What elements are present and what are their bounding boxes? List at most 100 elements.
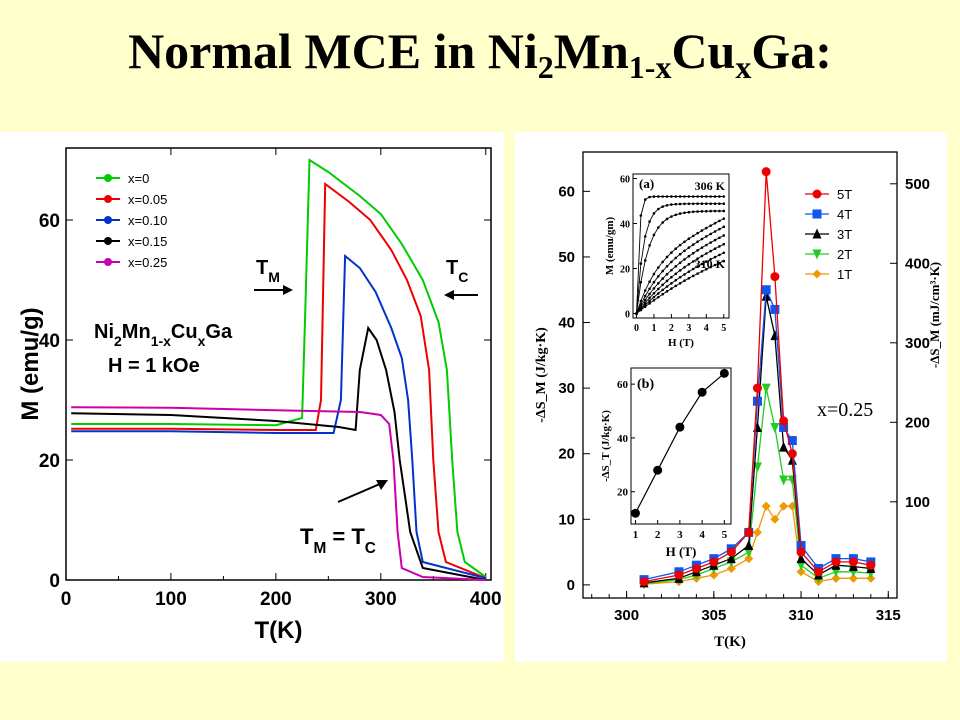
inset-b-y-axis-label: -ΔS_T (J/kg·K) <box>600 410 612 482</box>
inset-a-point <box>691 195 695 198</box>
y-tick-label: 10 <box>558 511 575 528</box>
data-point <box>726 547 736 557</box>
inset-a-point <box>643 298 647 302</box>
inset-a-point <box>705 226 708 230</box>
tc-arrowhead <box>444 290 454 300</box>
data-point <box>761 501 771 511</box>
data-point <box>866 560 876 570</box>
x-tick-label: 305 <box>701 607 726 624</box>
legend-label: 1T <box>837 267 852 282</box>
inset-a-point <box>700 270 704 273</box>
inset-b-panel-label: (b) <box>637 377 654 392</box>
inset-a-point <box>709 224 712 227</box>
text-part: Ga <box>205 321 233 343</box>
text-part: Ni <box>94 321 114 343</box>
inset-a-point <box>709 258 712 261</box>
text-part: M <box>268 269 280 285</box>
inset-a-point <box>722 225 726 229</box>
data-point <box>770 514 780 524</box>
y-axis-label: -ΔS_M (J/kg·K) <box>534 327 549 423</box>
inset-b-x-tick-label: 5 <box>722 529 728 541</box>
data-point <box>761 383 771 394</box>
inset-a-point <box>687 254 691 258</box>
inset-a-point <box>648 296 651 300</box>
inset-a-point <box>648 244 651 247</box>
data-point <box>779 441 789 452</box>
inset-a-point <box>691 267 695 271</box>
data-point <box>831 573 841 583</box>
inset-a-point <box>718 195 721 198</box>
inset-a-point <box>722 202 726 206</box>
inset-a-point <box>670 275 673 279</box>
inset-a-point <box>713 195 717 198</box>
data-point <box>787 449 797 459</box>
inset-a-point <box>718 202 721 206</box>
inset-a-point <box>718 236 721 240</box>
inset-b-x-tick-label: 3 <box>677 529 683 541</box>
series-line <box>71 158 487 578</box>
inset-a-point <box>691 234 695 238</box>
inset-a-point <box>709 265 712 269</box>
inset-a-point <box>700 210 704 213</box>
inset-a-point <box>661 221 664 224</box>
legend-marker <box>104 174 112 182</box>
inset-a-point <box>661 277 664 280</box>
legend-label: 4T <box>837 207 852 222</box>
legend-label: x=0.05 <box>128 192 167 207</box>
inset-a-point <box>691 210 695 214</box>
inset-a-point <box>722 209 726 213</box>
inset-a-point <box>652 291 656 295</box>
inset-a-point <box>674 247 678 250</box>
composition-annotation: x=0.25 <box>817 399 873 421</box>
inset-a-point <box>648 280 651 283</box>
text-part: T <box>446 257 458 279</box>
inset-a-point <box>696 195 699 198</box>
series-line <box>71 253 487 580</box>
inset-a-point <box>713 209 717 213</box>
y-tick-label: 40 <box>558 315 575 332</box>
inset-a-point <box>674 265 678 268</box>
data-point <box>796 547 806 557</box>
inset-a-point <box>687 202 691 206</box>
plot-frame <box>582 151 898 599</box>
legend-marker <box>104 258 112 266</box>
data-point <box>779 416 789 426</box>
inset-a-point <box>687 262 691 266</box>
data-point <box>770 422 780 433</box>
inset-a-point <box>661 283 664 287</box>
inset-a-point <box>674 256 678 260</box>
inset-a-point <box>691 251 695 255</box>
inset-a-point <box>674 272 678 276</box>
inset-a-point <box>661 292 664 296</box>
data-point <box>787 436 797 446</box>
inset-a-point <box>691 260 695 263</box>
y-right-tick-label: 400 <box>905 255 930 272</box>
text-part: Cu <box>171 321 198 343</box>
legend-marker <box>104 216 112 224</box>
inset-a-point <box>635 312 638 315</box>
tmtc-arrowhead <box>376 480 388 490</box>
inset-a-panel-label: (a) <box>639 176 654 191</box>
plot-frame <box>65 147 492 581</box>
inset-a-point <box>722 242 726 246</box>
inset-a-point <box>648 299 651 303</box>
inset-a-point <box>700 262 704 266</box>
inset-a-point <box>696 231 699 235</box>
inset-a-point <box>696 257 699 260</box>
inset-a-point <box>683 279 686 283</box>
inset-a-x-tick-label: 0 <box>634 323 639 334</box>
series-line <box>71 182 487 580</box>
inset-b-point <box>719 368 729 378</box>
inset-a-point <box>709 232 712 236</box>
inset-a-point <box>665 255 669 259</box>
inset-a-point <box>665 203 669 207</box>
inset-a-point <box>683 202 686 206</box>
inset-a-point <box>718 209 721 213</box>
entropy-chart-panel: 300 305 310 315 0 10 20 30 40 50 60 100 200 300 400 500… <box>515 132 947 662</box>
inset-a-x-tick-label: 3 <box>686 323 691 334</box>
inset-a-point <box>643 198 647 201</box>
inset-a-point <box>718 261 721 265</box>
legend-label: x=0 <box>128 171 149 186</box>
inset-a-point <box>683 240 686 244</box>
inset-a-point <box>670 251 673 254</box>
